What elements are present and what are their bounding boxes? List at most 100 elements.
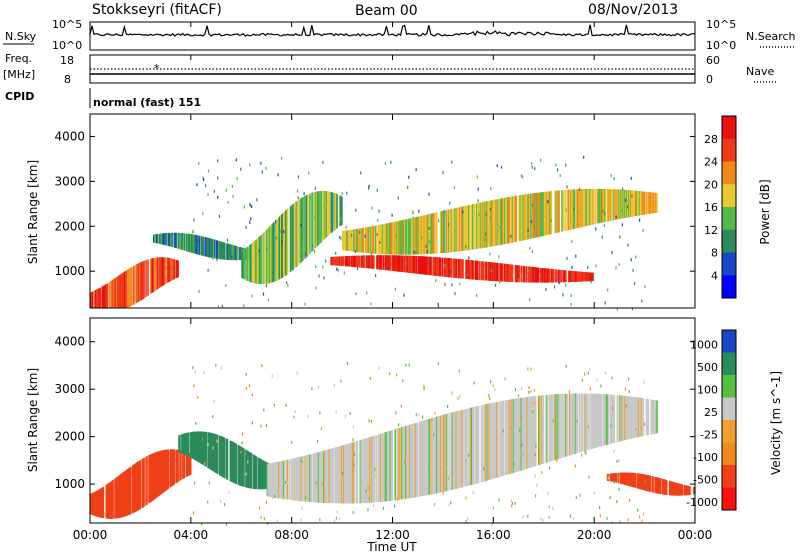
heatmap-cell bbox=[441, 211, 443, 254]
heatmap-cell bbox=[151, 258, 153, 293]
heatmap-cell bbox=[459, 410, 461, 488]
heatmap-cell bbox=[324, 450, 327, 504]
heatmap-cell bbox=[633, 397, 636, 438]
heatmap-cell bbox=[262, 460, 265, 490]
heatmap-cell bbox=[400, 427, 402, 500]
heatmap-speckle bbox=[523, 456, 525, 459]
heatmap-cell bbox=[138, 263, 141, 302]
heatmap-speckle bbox=[368, 184, 370, 188]
heatmap-cell bbox=[402, 220, 404, 255]
heatmap-cell bbox=[290, 458, 293, 501]
heatmap-cell bbox=[669, 481, 672, 496]
colorbar-tick-label: 12 bbox=[704, 224, 718, 237]
heatmap-speckle bbox=[355, 208, 357, 212]
heatmap-cell bbox=[276, 462, 278, 498]
heatmap-cell bbox=[480, 202, 483, 249]
heatmap-cell bbox=[497, 199, 499, 246]
heatmap-cell bbox=[202, 236, 205, 256]
heatmap-cell bbox=[393, 255, 396, 272]
heatmap-speckle bbox=[300, 223, 302, 227]
heatmap-speckle bbox=[515, 461, 517, 465]
heatmap-speckle bbox=[434, 411, 436, 415]
heatmap-cell bbox=[523, 266, 525, 283]
heatmap-speckle bbox=[317, 439, 319, 443]
heatmap-cell bbox=[112, 279, 114, 308]
heatmap-cell bbox=[546, 191, 549, 235]
heatmap-speckle bbox=[193, 384, 195, 388]
heatmap-speckle bbox=[532, 410, 534, 413]
heatmap-speckle bbox=[202, 212, 204, 216]
heatmap-cell bbox=[505, 263, 507, 282]
heatmap-cell bbox=[260, 459, 263, 490]
heatmap-cell bbox=[426, 214, 428, 255]
heatmap-cell bbox=[175, 449, 177, 484]
heatmap-cell bbox=[219, 435, 222, 476]
heatmap-cell bbox=[98, 288, 101, 308]
heatmap-cell bbox=[415, 256, 418, 274]
heatmap-cell bbox=[687, 485, 689, 496]
heatmap-cell bbox=[476, 260, 479, 280]
heatmap-cell bbox=[267, 228, 269, 284]
heatmap-speckle bbox=[547, 200, 549, 204]
heatmap-cell bbox=[351, 255, 354, 267]
heatmap-cell bbox=[196, 235, 199, 255]
heatmap-speckle bbox=[296, 371, 298, 375]
heatmap-cell bbox=[426, 419, 428, 496]
heatmap-speckle bbox=[581, 453, 583, 457]
heatmap-cell bbox=[443, 257, 446, 277]
heatmap-speckle bbox=[335, 251, 337, 255]
heatmap-speckle bbox=[322, 161, 324, 164]
heatmap-cell bbox=[368, 437, 370, 503]
heatmap-cell bbox=[575, 393, 578, 454]
heatmap-speckle bbox=[220, 499, 222, 503]
heatmap-cell bbox=[412, 423, 415, 498]
heatmap-speckle bbox=[367, 486, 369, 490]
heatmap-cell bbox=[537, 192, 540, 237]
heatmap-cell bbox=[491, 200, 493, 247]
heatmap-cell bbox=[202, 431, 205, 465]
heatmap-cell bbox=[254, 455, 257, 490]
heatmap-cell bbox=[536, 267, 538, 283]
heatmap-speckle bbox=[453, 186, 455, 190]
heatmap-cell bbox=[161, 233, 164, 245]
heatmap-speckle bbox=[537, 401, 539, 405]
heatmap-cell bbox=[462, 259, 464, 279]
heatmap-speckle bbox=[341, 471, 343, 475]
y-tick-label: 2000 bbox=[54, 430, 85, 444]
heatmap-cell bbox=[609, 394, 612, 444]
heatmap-cell bbox=[189, 432, 192, 458]
heatmap-speckle bbox=[545, 288, 547, 292]
heatmap-speckle bbox=[468, 256, 470, 260]
heatmap-cell bbox=[302, 456, 304, 502]
heatmap-cell bbox=[167, 449, 170, 489]
heatmap-speckle bbox=[368, 186, 370, 190]
heatmap-cell bbox=[440, 257, 442, 277]
heatmap-cell bbox=[265, 462, 268, 489]
heatmap-cell bbox=[568, 270, 570, 283]
heatmap-cell bbox=[429, 213, 431, 254]
heatmap-cell bbox=[495, 199, 497, 246]
heatmap-cell bbox=[414, 256, 417, 274]
heatmap-cell bbox=[587, 272, 589, 282]
heatmap-cell bbox=[441, 257, 444, 277]
heatmap-speckle bbox=[225, 188, 227, 192]
heatmap-cell bbox=[456, 411, 459, 489]
heatmap-speckle bbox=[296, 189, 299, 193]
heatmap-cell bbox=[205, 431, 207, 467]
heatmap-speckle bbox=[489, 216, 491, 220]
heatmap-speckle bbox=[318, 274, 320, 278]
heatmap-cell bbox=[438, 257, 440, 277]
heatmap-cell bbox=[398, 255, 400, 272]
heatmap-speckle bbox=[260, 515, 262, 519]
heatmap-speckle bbox=[627, 518, 629, 522]
heatmap-cell bbox=[332, 256, 334, 266]
heatmap-speckle bbox=[247, 460, 249, 464]
heatmap-speckle bbox=[315, 265, 317, 269]
heatmap-speckle bbox=[266, 247, 268, 251]
heatmap-cell bbox=[416, 422, 419, 497]
heatmap-cell bbox=[482, 261, 485, 281]
heatmap-cell bbox=[179, 233, 181, 250]
heatmap-cell bbox=[187, 432, 190, 457]
heatmap-speckle bbox=[635, 255, 637, 259]
heatmap-cell bbox=[551, 269, 554, 283]
